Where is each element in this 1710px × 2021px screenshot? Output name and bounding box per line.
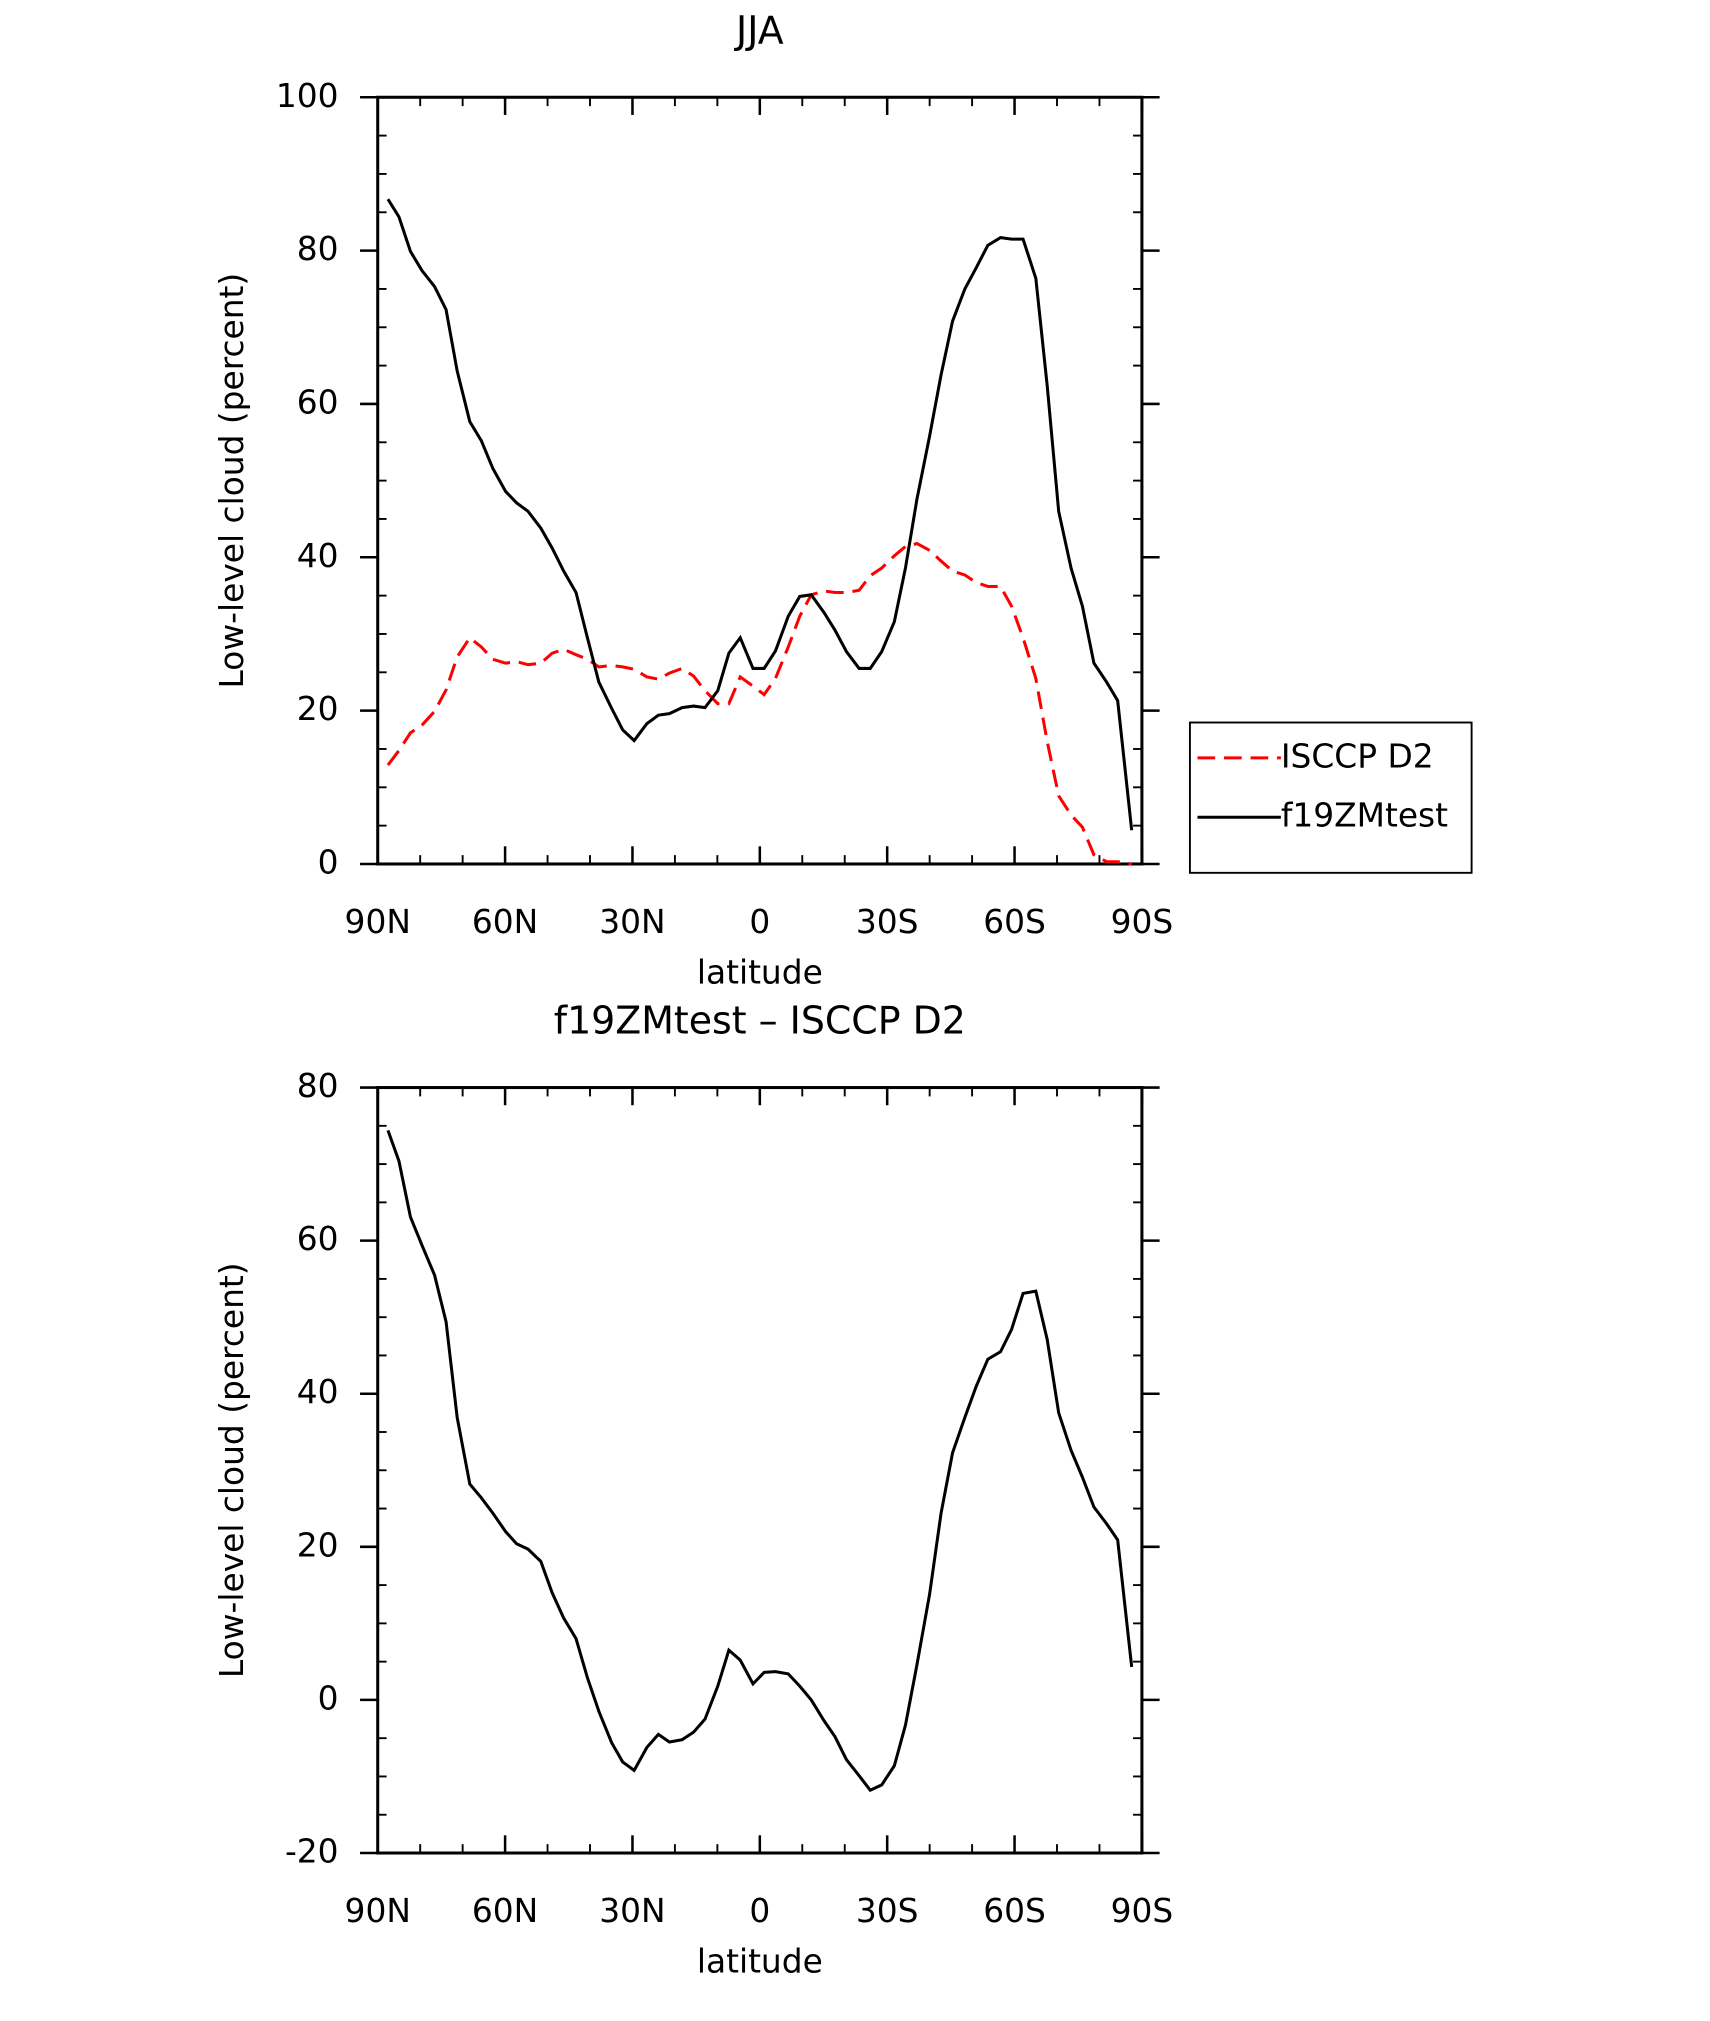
plot-frame [376, 95, 1144, 866]
legend-box [1188, 721, 1473, 874]
x-tick-label: 0 [749, 1892, 770, 1930]
x-tick-label: 60N [472, 903, 538, 941]
y-tick-label: 80 [297, 230, 339, 268]
legend-label: f19ZMtest [1281, 797, 1448, 835]
chart-title: f19ZMtest – ISCCP D2 [554, 999, 966, 1043]
y-tick-label: 40 [297, 537, 339, 575]
x-axis-label: latitude [697, 953, 823, 991]
y-axis-label: Low-level cloud (percent) [213, 1262, 251, 1678]
y-tick-label: 20 [297, 690, 339, 728]
y-tick-label: 60 [297, 1220, 339, 1258]
series-line [386, 541, 1132, 866]
x-tick-label: 60S [983, 903, 1046, 941]
x-tick-label: 60S [983, 1892, 1046, 1930]
y-tick-label: 80 [297, 1067, 339, 1105]
y-tick-label: 0 [318, 1679, 339, 1717]
x-tick-label: 0 [749, 903, 770, 941]
x-tick-label: 30S [856, 1892, 919, 1930]
x-tick-label: 30N [599, 903, 665, 941]
x-tick-label: 90N [345, 903, 411, 941]
series-line [386, 198, 1134, 831]
x-axis-label: latitude [697, 1942, 823, 1980]
x-tick-label: 30N [599, 1892, 665, 1930]
y-tick-label: -20 [285, 1833, 339, 1871]
y-tick-label: 0 [318, 843, 339, 881]
series-line [386, 1129, 1134, 1793]
y-tick-label: 40 [297, 1373, 339, 1411]
x-tick-label: 60N [472, 1892, 538, 1930]
x-tick-label: 30S [856, 903, 919, 941]
x-tick-label: 90S [1111, 903, 1174, 941]
x-tick-label: 90N [345, 1892, 411, 1930]
chart-title: JJA [734, 8, 784, 52]
y-tick-label: 20 [297, 1526, 339, 1564]
y-tick-label: 100 [276, 77, 339, 115]
legend-label: ISCCP D2 [1281, 737, 1434, 775]
y-axis-label: Low-level cloud (percent) [213, 273, 251, 689]
plot-frame [376, 1086, 1144, 1855]
x-tick-label: 90S [1111, 1892, 1174, 1930]
y-tick-label: 60 [297, 383, 339, 421]
